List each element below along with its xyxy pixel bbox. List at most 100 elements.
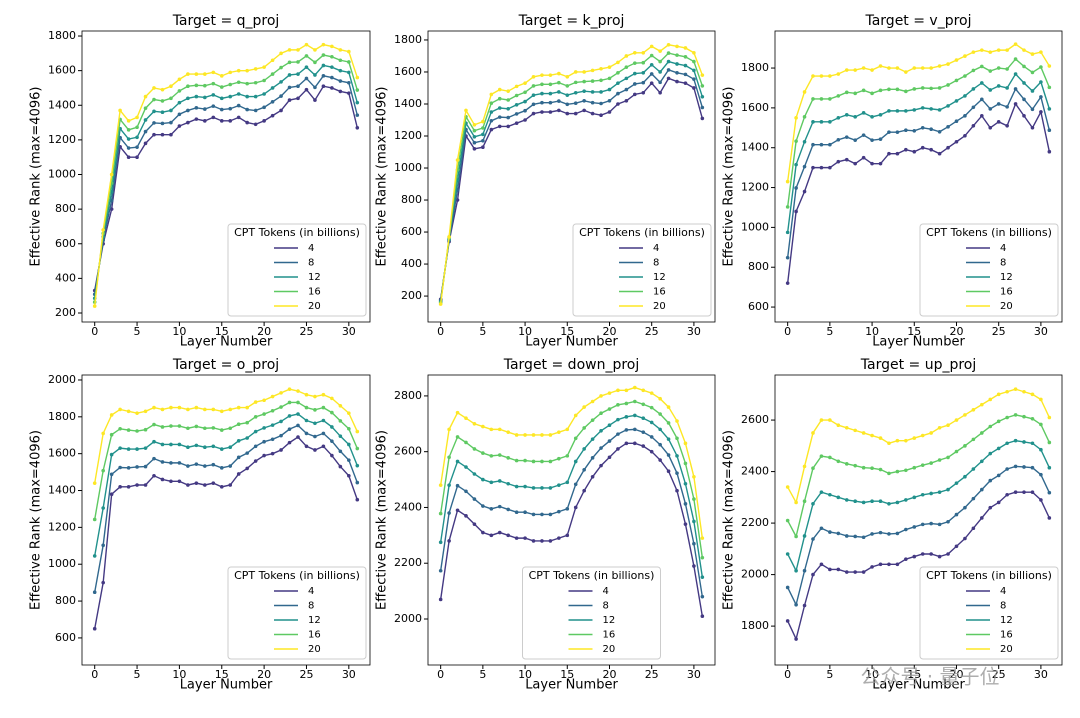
data-point bbox=[304, 65, 309, 69]
data-point bbox=[330, 410, 334, 415]
data-point bbox=[996, 84, 1001, 88]
x-tick-label: 25 bbox=[299, 325, 313, 338]
data-point bbox=[590, 90, 595, 94]
data-point bbox=[262, 65, 266, 69]
data-point bbox=[497, 124, 502, 129]
data-point bbox=[675, 53, 679, 57]
data-point bbox=[194, 462, 199, 466]
data-point bbox=[1047, 85, 1052, 90]
data-point bbox=[633, 71, 637, 76]
data-point bbox=[321, 74, 326, 78]
data-point bbox=[819, 97, 824, 101]
data-point bbox=[624, 428, 629, 432]
data-point bbox=[565, 111, 570, 116]
data-point bbox=[853, 68, 857, 72]
y-tick-label: 1600 bbox=[48, 447, 76, 460]
data-point bbox=[887, 66, 891, 70]
x-tick-label: 10 bbox=[172, 668, 186, 681]
data-point bbox=[802, 534, 807, 538]
data-point bbox=[186, 84, 190, 89]
data-point bbox=[92, 626, 97, 631]
data-point bbox=[236, 422, 241, 426]
data-point bbox=[996, 66, 1001, 70]
data-point bbox=[861, 465, 866, 470]
data-point bbox=[811, 74, 815, 78]
data-point bbox=[169, 108, 173, 113]
data-point bbox=[954, 78, 959, 83]
data-point bbox=[836, 567, 841, 572]
data-point bbox=[920, 433, 925, 438]
data-point bbox=[1022, 48, 1026, 52]
x-tick-label: 5 bbox=[479, 668, 486, 681]
data-point bbox=[321, 392, 326, 397]
data-point bbox=[523, 118, 527, 122]
data-point bbox=[599, 90, 603, 94]
y-tick-label: 1400 bbox=[48, 484, 76, 497]
subplot-title: Target = k_proj bbox=[518, 13, 625, 29]
x-tick-label: 30 bbox=[687, 668, 701, 681]
data-point bbox=[279, 448, 283, 452]
data-point bbox=[135, 483, 139, 487]
data-point bbox=[683, 46, 688, 50]
data-point bbox=[338, 464, 343, 469]
data-point bbox=[557, 99, 561, 103]
data-point bbox=[253, 444, 258, 449]
data-point bbox=[135, 429, 139, 433]
data-point bbox=[1047, 107, 1052, 111]
data-point bbox=[330, 44, 334, 49]
data-point bbox=[658, 396, 662, 401]
data-point bbox=[828, 530, 832, 534]
data-point bbox=[785, 255, 790, 260]
subplot: Target = q_proj Layer Number Effective Ran… bbox=[29, 13, 371, 350]
data-point bbox=[658, 49, 662, 53]
data-point bbox=[245, 120, 249, 125]
plot-frame bbox=[774, 374, 1063, 666]
x-tick-label: 25 bbox=[645, 325, 659, 338]
data-point bbox=[177, 442, 182, 447]
data-point bbox=[304, 444, 309, 449]
data-point bbox=[253, 429, 258, 434]
data-point bbox=[203, 445, 207, 450]
data-point bbox=[616, 417, 620, 422]
data-point bbox=[287, 48, 292, 52]
subplot: Target = o_proj Layer Number Effective Ran… bbox=[29, 357, 371, 693]
x-tick-label: 15 bbox=[907, 668, 921, 681]
data-point bbox=[523, 433, 527, 437]
data-point bbox=[895, 130, 900, 134]
data-point bbox=[126, 119, 131, 123]
data-point bbox=[447, 539, 451, 543]
data-point bbox=[692, 474, 696, 479]
data-point bbox=[211, 93, 216, 97]
data-point bbox=[1022, 414, 1026, 419]
data-point bbox=[565, 533, 570, 538]
data-point bbox=[330, 54, 334, 59]
data-point bbox=[785, 585, 790, 590]
data-point bbox=[582, 468, 586, 472]
y-tick-label: 2600 bbox=[394, 445, 422, 458]
data-point bbox=[313, 394, 317, 399]
legend-label: 16 bbox=[1000, 630, 1013, 641]
data-point bbox=[971, 526, 976, 531]
data-point bbox=[481, 145, 485, 150]
data-point bbox=[152, 456, 156, 461]
data-point bbox=[304, 76, 309, 81]
data-point bbox=[211, 115, 216, 120]
data-point bbox=[802, 464, 807, 469]
data-point bbox=[338, 58, 343, 63]
data-point bbox=[649, 44, 654, 49]
data-point bbox=[954, 418, 959, 422]
data-point bbox=[920, 145, 925, 150]
data-point bbox=[971, 407, 976, 412]
data-point bbox=[270, 86, 275, 90]
data-point bbox=[980, 487, 984, 492]
x-tick-label: 10 bbox=[865, 325, 879, 338]
series-line bbox=[439, 60, 704, 302]
data-point bbox=[565, 480, 570, 485]
data-point bbox=[870, 115, 874, 119]
data-point bbox=[262, 105, 266, 110]
data-point bbox=[338, 48, 343, 52]
data-point bbox=[904, 498, 908, 502]
data-point bbox=[143, 464, 148, 469]
data-point bbox=[920, 522, 925, 527]
data-point bbox=[219, 74, 224, 78]
